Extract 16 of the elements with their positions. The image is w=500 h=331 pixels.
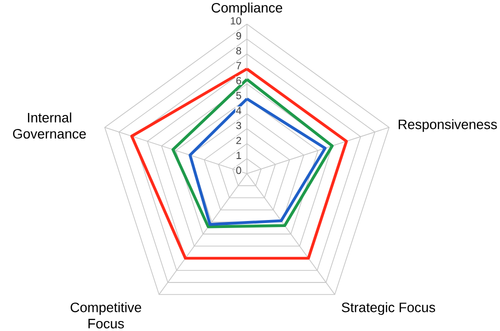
y-tick-label: 7: [236, 62, 242, 70]
y-tick-label: 8: [236, 47, 242, 54]
spoke-label: Competitive Focus: [70, 302, 142, 328]
y-tick-label: 0: [236, 166, 242, 174]
y-tick-label: 10: [230, 17, 242, 25]
y-tick-label: 9: [236, 32, 242, 40]
spoke-label: Responsiveness: [398, 119, 497, 132]
y-tick-label: 6: [236, 76, 242, 84]
y-tick-label: 5: [236, 92, 242, 100]
spoke-label: Compliance: [212, 2, 282, 16]
y-tick-label: 3: [236, 122, 242, 130]
y-tick-label: 2: [236, 136, 242, 144]
y-tick-label: 4: [236, 106, 242, 114]
spoke-label: Internal Governance: [13, 112, 86, 139]
y-tick-label: 1: [236, 152, 242, 159]
spoke-label: Strategic Focus: [342, 302, 436, 315]
